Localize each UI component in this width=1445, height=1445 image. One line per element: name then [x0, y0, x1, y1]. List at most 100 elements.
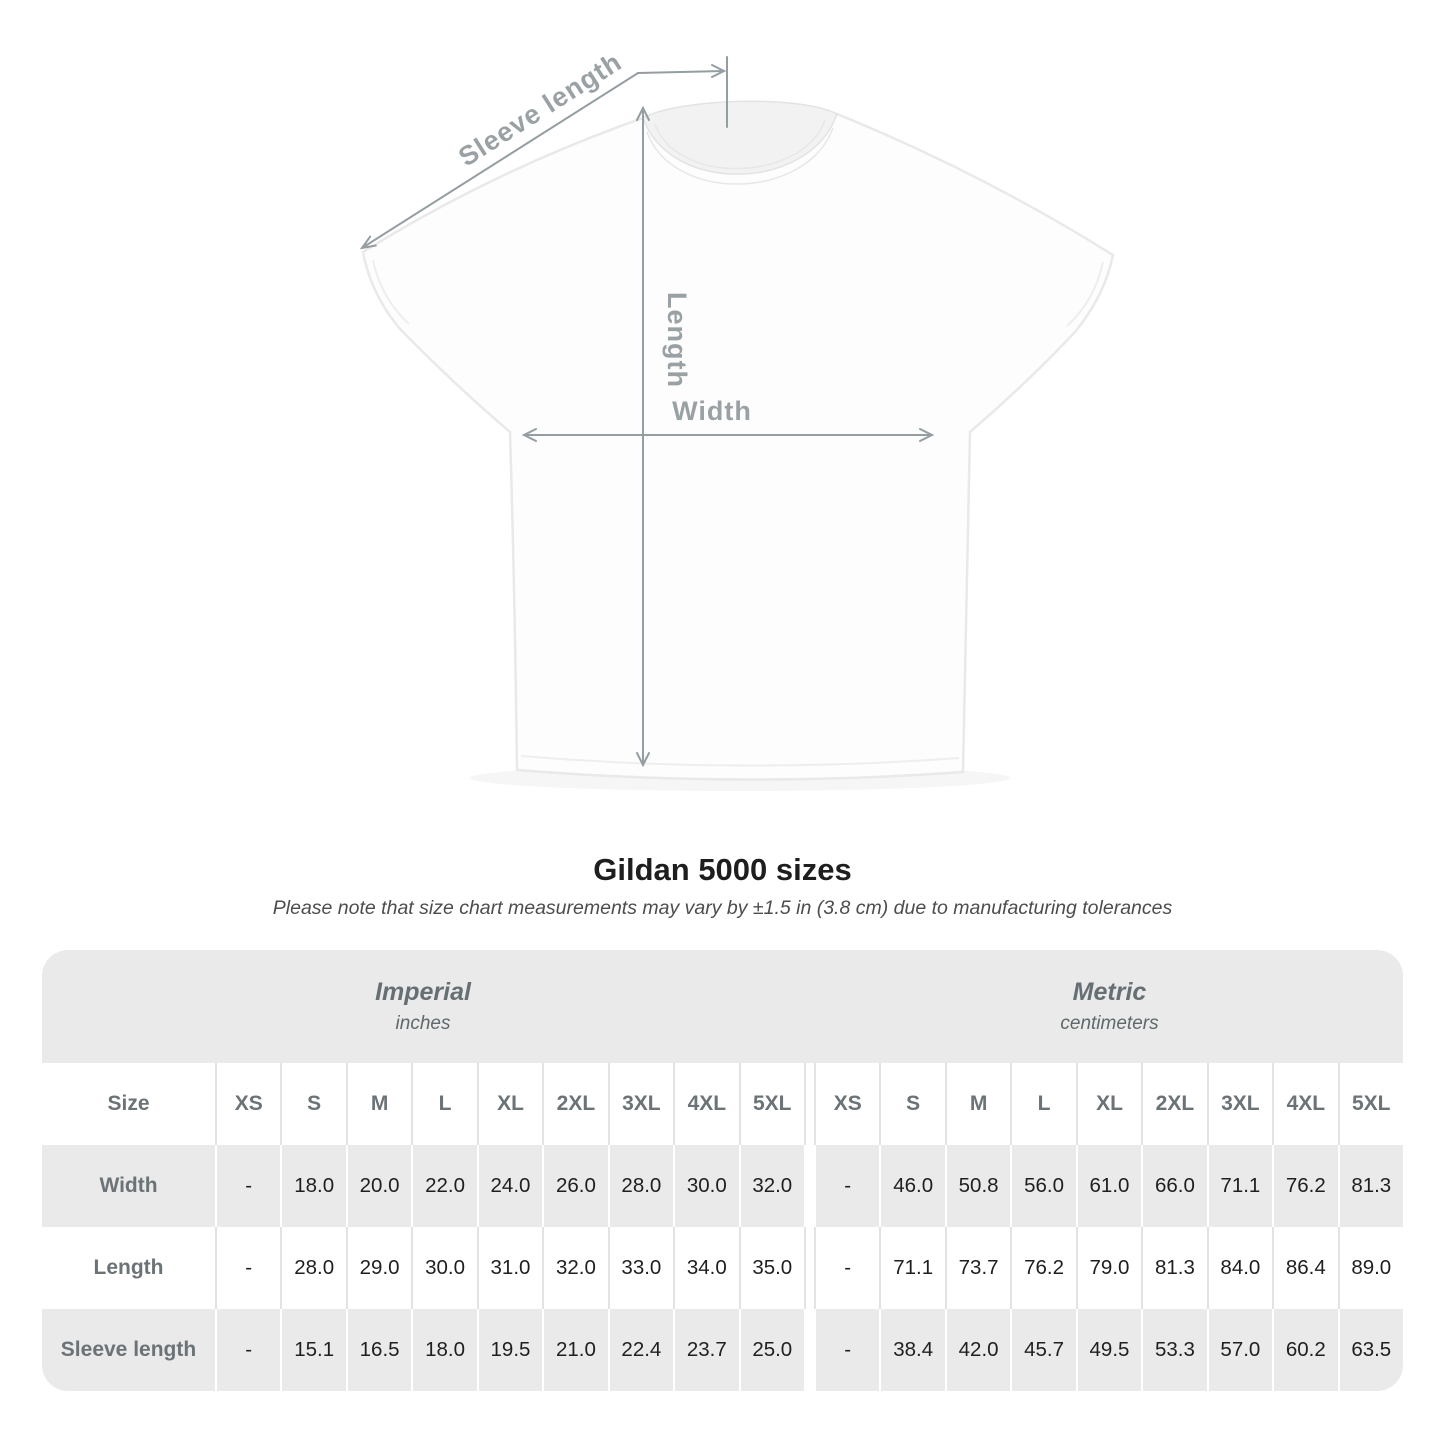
table-cell: -	[815, 1309, 880, 1391]
tolerance-note: Please note that size chart measurements…	[272, 897, 1173, 919]
table-cell: 22.4	[609, 1309, 674, 1391]
imperial-group-header: Imperial inches	[42, 950, 804, 1063]
table-cell: 71.1	[1208, 1145, 1273, 1227]
imperial-metric-divider	[805, 1063, 814, 1145]
table-cell: 28.0	[609, 1145, 674, 1227]
table-cell: 32.0	[544, 1227, 608, 1309]
table-cell: Sleeve length	[42, 1309, 215, 1391]
table-cell: 76.2	[1274, 1145, 1338, 1227]
collar-stitch	[646, 127, 834, 185]
table-cell: 4XL	[675, 1063, 739, 1145]
table-cell: 3XL	[1208, 1063, 1273, 1145]
page-title: Gildan 5000 sizes	[593, 852, 852, 887]
table-cell: -	[217, 1227, 281, 1309]
right-sleeve-seam	[1066, 261, 1104, 327]
table-cell: 61.0	[1077, 1145, 1142, 1227]
table-cell: XS	[217, 1063, 281, 1145]
table-cell: 31.0	[478, 1227, 543, 1309]
left-sleeve-seam	[372, 259, 410, 325]
table-cell: -	[815, 1227, 880, 1309]
table-cell: 66.0	[1143, 1145, 1207, 1227]
table-cell: 49.5	[1077, 1309, 1142, 1391]
table-cell: 19.5	[478, 1309, 543, 1391]
table-cell: 30.0	[675, 1145, 739, 1227]
table-cell: Size	[42, 1063, 215, 1145]
table-cell: L	[1012, 1063, 1076, 1145]
length-label: Length	[662, 292, 692, 388]
table-cell: Width	[42, 1145, 215, 1227]
table-cell: XS	[815, 1063, 880, 1145]
imperial-unit: inches	[395, 1013, 451, 1034]
table-header-row: Size XS S M L XL 2XL 3XL 4XL 5XL XS S M L XL 2XL 3XL 4XL 5…	[42, 1063, 1403, 1145]
table-cell: S	[881, 1063, 945, 1145]
table-cell: 5XL	[740, 1063, 804, 1145]
table-cell: 3XL	[609, 1063, 674, 1145]
table-row-width: Width -18.0 20.0 22.0 24.0 26.0 28.0 30.0 32.0-4…	[42, 1145, 1403, 1227]
table-cell: 18.0	[413, 1309, 477, 1391]
table-cell: 86.4	[1274, 1227, 1338, 1309]
table-cell: 32.0	[740, 1145, 804, 1227]
table-cell: 29.0	[347, 1227, 412, 1309]
table-cell: XL	[1077, 1063, 1142, 1145]
table-cell: 24.0	[478, 1145, 543, 1227]
sleeve-length-arrow	[359, 56, 728, 250]
width-arrow	[521, 428, 935, 442]
table-cell: 76.2	[1012, 1227, 1076, 1309]
imperial-metric-divider	[805, 1309, 814, 1391]
table-cell: 81.3	[1339, 1145, 1403, 1227]
table-cell: 73.7	[946, 1227, 1011, 1309]
width-label: Width	[672, 396, 752, 426]
table-cell: 16.5	[347, 1309, 412, 1391]
tshirt-diagram-svg: Sleeve length Length Width	[359, 47, 1115, 791]
metric-unit: centimeters	[1060, 1013, 1159, 1034]
table-cell: 33.0	[609, 1227, 674, 1309]
table-cell: 79.0	[1077, 1227, 1142, 1309]
table-cell: 46.0	[881, 1145, 945, 1227]
table-row-length: Length -28.0 29.0 30.0 31.0 32.0 33.0 34.0 35.0-…	[42, 1227, 1403, 1309]
table-cell: M	[946, 1063, 1011, 1145]
table-cell: 2XL	[544, 1063, 608, 1145]
table-cell: 22.0	[413, 1145, 477, 1227]
table-cell: 42.0	[946, 1309, 1011, 1391]
tshirt-illustration	[361, 100, 1115, 781]
table-cell: 2XL	[1143, 1063, 1207, 1145]
table-cell: 26.0	[544, 1145, 608, 1227]
tshirt-body	[361, 112, 1115, 781]
table-cell: 18.0	[282, 1145, 346, 1227]
imperial-label: Imperial	[375, 978, 471, 1006]
table-cell: 28.0	[282, 1227, 346, 1309]
table-cell: 34.0	[675, 1227, 739, 1309]
table-cell: 56.0	[1012, 1145, 1076, 1227]
bottom-hem-seam	[520, 755, 960, 767]
table-cell: 30.0	[413, 1227, 477, 1309]
collar-seam	[654, 119, 826, 170]
table-row-sleeve-length: Sleeve length -15.1 16.5 18.0 19.5 21.0 22.4 23…	[42, 1309, 1403, 1391]
size-table: Imperial inches Metric centimeters Size X…	[42, 950, 1403, 1391]
table-cell: -	[217, 1309, 281, 1391]
table-cell: XL	[478, 1063, 543, 1145]
imperial-metric-divider	[805, 1145, 814, 1227]
table-cell: 63.5	[1339, 1309, 1403, 1391]
table-cell: Length	[42, 1227, 215, 1309]
table-cell: 35.0	[740, 1227, 804, 1309]
collar-opening	[642, 100, 838, 175]
table-cell: 4XL	[1274, 1063, 1338, 1145]
imperial-metric-divider	[805, 1227, 814, 1309]
table-cell: 25.0	[740, 1309, 804, 1391]
table-cell: 38.4	[881, 1309, 945, 1391]
length-arrow	[636, 105, 650, 768]
table-cell: 50.8	[946, 1145, 1011, 1227]
table-cell: 20.0	[347, 1145, 412, 1227]
table-cell: 81.3	[1143, 1227, 1207, 1309]
table-cell: M	[347, 1063, 412, 1145]
table-cell: 5XL	[1339, 1063, 1403, 1145]
table-cell: 71.1	[881, 1227, 945, 1309]
table-cell: 60.2	[1274, 1309, 1338, 1391]
table-cell: -	[815, 1145, 880, 1227]
table-cell: -	[217, 1145, 281, 1227]
unit-group-band: Imperial inches Metric centimeters	[42, 950, 1403, 1063]
table-cell: 84.0	[1208, 1227, 1273, 1309]
table-cell: 21.0	[544, 1309, 608, 1391]
table-cell: 89.0	[1339, 1227, 1403, 1309]
